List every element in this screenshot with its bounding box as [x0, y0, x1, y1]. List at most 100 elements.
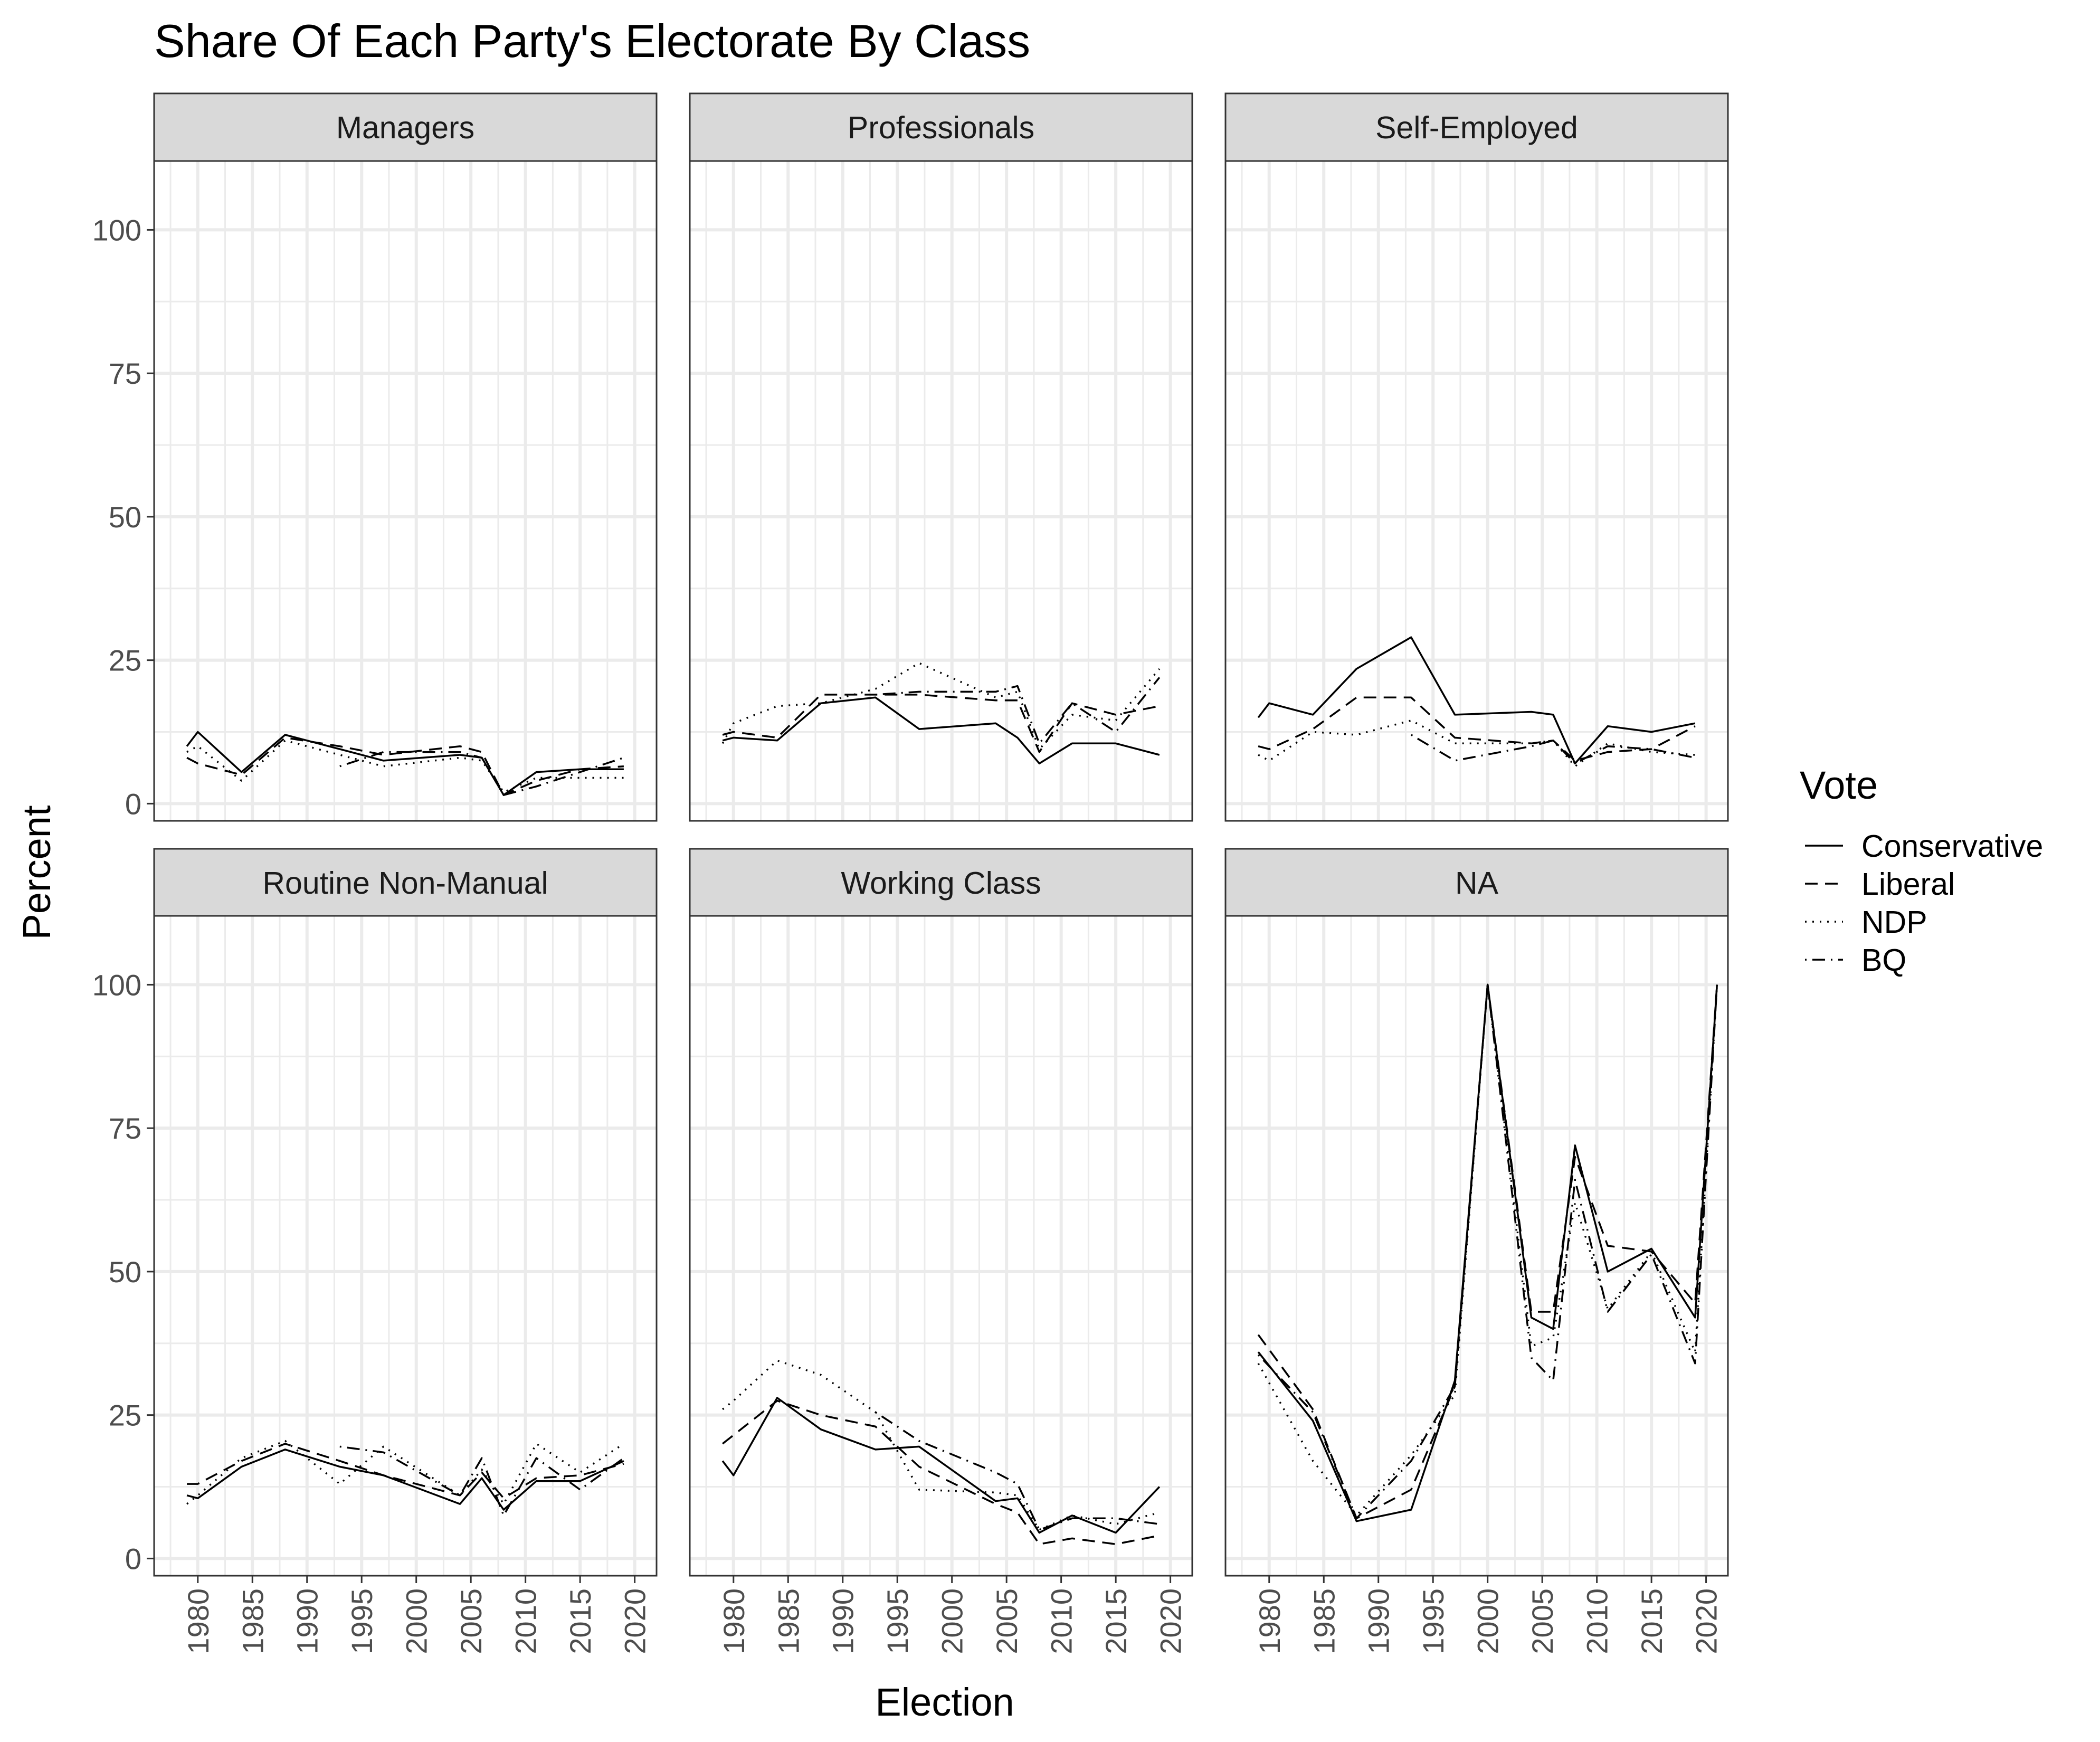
- x-tick-label: 2000: [936, 1588, 969, 1654]
- series-line-bq: [1257, 983, 1718, 1520]
- series-line-bq: [875, 1411, 1160, 1531]
- x-tick-label: 2015: [1635, 1588, 1668, 1654]
- series-line-ndp: [1258, 719, 1696, 768]
- y-tick-label: 0: [125, 787, 141, 820]
- x-tick-label: 2010: [1045, 1588, 1078, 1654]
- legend-label: Conservative: [1861, 829, 2043, 864]
- series-line-conservative: [722, 696, 1160, 765]
- panel-background: [154, 161, 657, 821]
- x-tick-label: 2010: [1581, 1588, 1614, 1654]
- facet-panel-routine-non-manual: Routine Non-Manual 0 25 50 75 100 1980 1985 1990…: [92, 848, 658, 1654]
- facet-panel-na: NA 1980 1985 1990 1995 2000 2005 2010 2015 2020: [1224, 848, 1729, 1654]
- strip-label: Managers: [336, 110, 474, 145]
- chart-title: Share Of Each Party's Electorate By Clas…: [154, 15, 1030, 67]
- facet-panel-self-employed: Self-Employed: [1224, 92, 1729, 822]
- x-tick-label: 1980: [717, 1588, 750, 1654]
- series-line-conservative: [1257, 983, 1718, 1522]
- x-tick-label: 2005: [454, 1588, 488, 1654]
- x-tick-label: 2015: [1099, 1588, 1133, 1654]
- strip-background: [153, 848, 658, 917]
- x-tick-label: 2015: [564, 1588, 597, 1654]
- strip-background: [153, 92, 658, 162]
- panel-background: [154, 916, 657, 1576]
- series-line-bq: [1410, 734, 1696, 765]
- series-line-ndp: [1257, 983, 1718, 1517]
- facet-panel-professionals: Professionals: [689, 92, 1193, 822]
- y-tick-label: 50: [109, 500, 141, 534]
- strip-label: Self-Employed: [1375, 110, 1578, 145]
- facet-panel-working-class: Working Class 1980 1985 1990 1995 2000 2005 201…: [689, 848, 1193, 1654]
- series-line-liberal: [722, 1399, 1160, 1545]
- x-tick-label: 1980: [182, 1588, 215, 1654]
- legend-item-ndp: NDP: [1805, 905, 1927, 940]
- panel-border: [153, 915, 658, 1577]
- y-tick-label: 100: [92, 213, 141, 247]
- y-tick-label: 75: [109, 357, 141, 390]
- x-tick-label: 2005: [1526, 1588, 1559, 1654]
- y-tick-label: 50: [109, 1255, 141, 1289]
- panel-border: [153, 160, 658, 822]
- panel-background: [1225, 161, 1728, 821]
- panel-border: [1224, 160, 1729, 822]
- legend-item-bq: BQ: [1805, 943, 1906, 978]
- series-line-ndp: [721, 662, 1161, 750]
- strip-label: NA: [1455, 866, 1499, 901]
- panel-border: [689, 915, 1193, 1577]
- series-line-conservative: [1257, 636, 1696, 765]
- panel-background: [690, 916, 1192, 1576]
- series-line-liberal: [722, 694, 1160, 753]
- y-tick-label: 0: [125, 1542, 141, 1575]
- panel-border: [689, 160, 1193, 822]
- x-tick-label: 1990: [1362, 1588, 1395, 1654]
- strip-background: [689, 848, 1193, 917]
- strip-background: [689, 92, 1193, 162]
- panel-background: [690, 161, 1192, 821]
- legend-label: Liberal: [1861, 867, 1955, 902]
- x-tick-label: 1990: [291, 1588, 324, 1654]
- strip-background: [1224, 848, 1729, 917]
- legend-item-liberal: Liberal: [1805, 867, 1955, 902]
- y-tick-label: 100: [92, 968, 141, 1001]
- panel-border: [1224, 915, 1729, 1577]
- legend-title: Vote: [1800, 763, 1878, 807]
- strip-label: Professionals: [848, 110, 1034, 145]
- x-tick-label: 2000: [1471, 1588, 1505, 1654]
- facet-panel-managers: Managers 0 25 50 75 100: [92, 92, 658, 822]
- x-tick-label: 1985: [236, 1588, 269, 1654]
- panel-background: [1225, 916, 1728, 1576]
- x-tick-label: 2020: [1690, 1588, 1723, 1654]
- series-line-bq: [339, 1445, 624, 1517]
- series-line-conservative: [186, 731, 624, 796]
- x-tick-label: 1980: [1253, 1588, 1286, 1654]
- series-line-liberal: [187, 1443, 624, 1500]
- strip-background: [1224, 92, 1729, 162]
- facet-panels: Managers 0 25 50 75 100 Professionals Self-Empl…: [92, 92, 1729, 1654]
- x-tick-label: 2005: [990, 1588, 1023, 1654]
- y-axis-title: Percent: [15, 805, 59, 940]
- series-line-liberal: [1258, 696, 1696, 762]
- x-tick-label: 1995: [881, 1588, 914, 1654]
- x-tick-label: 1995: [345, 1588, 378, 1654]
- x-tick-label: 1985: [772, 1588, 805, 1654]
- legend-item-conservative: Conservative: [1805, 829, 2043, 864]
- x-tick-label: 1990: [826, 1588, 860, 1654]
- series-line-ndp: [186, 740, 624, 793]
- strip-label: Routine Non-Manual: [262, 866, 548, 901]
- legend-label: NDP: [1861, 905, 1927, 940]
- x-tick-label: 1985: [1307, 1588, 1341, 1654]
- legend-label: BQ: [1861, 943, 1906, 978]
- series-line-conservative: [186, 1448, 624, 1511]
- y-tick-label: 75: [109, 1112, 141, 1145]
- series-line-bq: [339, 751, 624, 796]
- y-tick-label: 25: [109, 644, 141, 677]
- x-axis-title: Election: [875, 1680, 1014, 1724]
- x-tick-label: 1995: [1417, 1588, 1450, 1654]
- series-line-bq: [875, 677, 1161, 745]
- series-line-liberal: [186, 736, 624, 796]
- x-tick-label: 2020: [619, 1588, 652, 1654]
- strip-label: Working Class: [841, 866, 1041, 901]
- x-tick-label: 2020: [1154, 1588, 1187, 1654]
- y-tick-label: 25: [109, 1399, 141, 1432]
